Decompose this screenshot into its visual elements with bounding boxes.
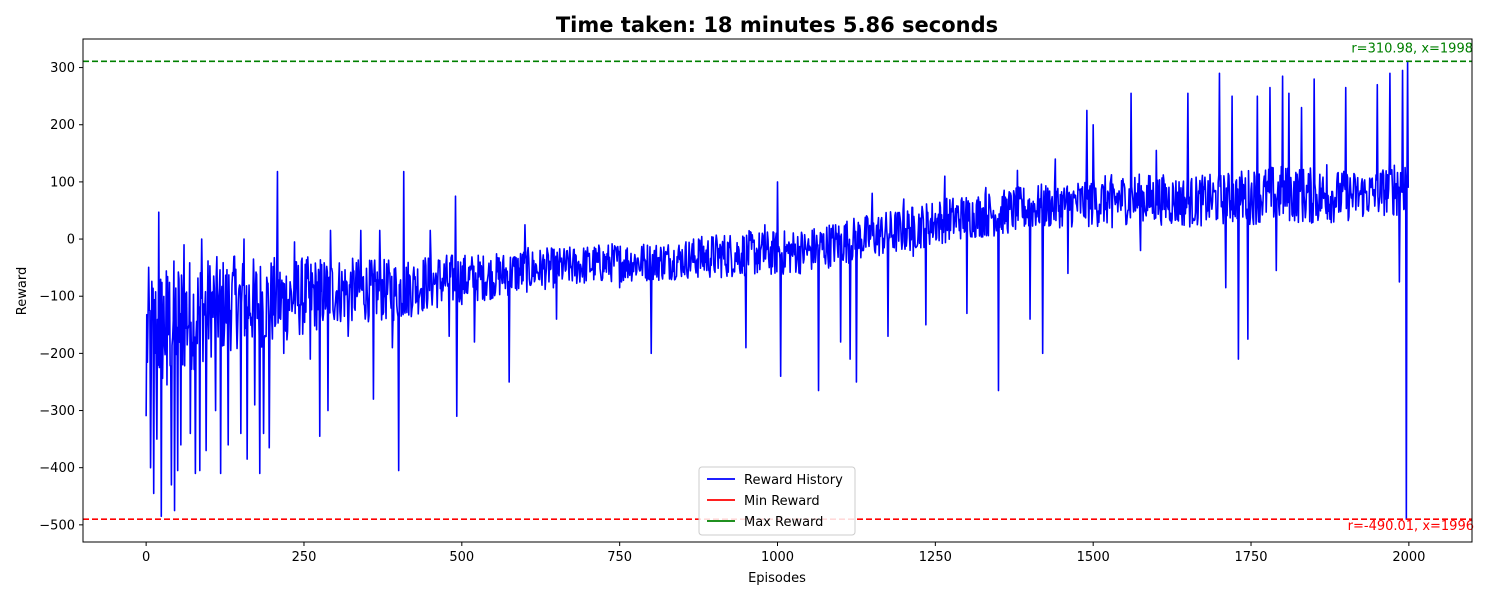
y-tick-label: 300 bbox=[50, 61, 75, 76]
chart-title: Time taken: 18 minutes 5.86 seconds bbox=[556, 13, 998, 37]
legend-box bbox=[698, 466, 856, 536]
y-tick-label: 200 bbox=[50, 118, 75, 133]
x-axis-ticks: 0 250 500 750 1000 1250 1500 1750 2000 bbox=[142, 542, 1425, 565]
y-tick-label: −200 bbox=[39, 347, 75, 362]
y-tick-label: −400 bbox=[39, 461, 75, 476]
legend-label-min-reward: Min Reward bbox=[744, 494, 820, 509]
plot-frame bbox=[82, 38, 1473, 543]
legend-label-reward-history: Reward History bbox=[744, 473, 843, 488]
y-tick-label: −100 bbox=[39, 290, 75, 305]
x-tick-label: 1250 bbox=[919, 550, 952, 565]
max-reward-annotation: r=310.98, x=1998 bbox=[1351, 41, 1473, 56]
x-tick-label: 500 bbox=[449, 550, 474, 565]
min-reward-annotation: r=-490.01, x=1996 bbox=[1348, 519, 1474, 534]
legend: Reward History Min Reward Max Reward bbox=[698, 466, 856, 536]
x-tick-label: 1000 bbox=[761, 550, 794, 565]
x-tick-label: 250 bbox=[292, 550, 317, 565]
legend-label-max-reward: Max Reward bbox=[744, 515, 823, 530]
x-tick-label: 0 bbox=[142, 550, 150, 565]
y-axis-label: Reward bbox=[15, 267, 30, 315]
reward-history-line bbox=[145, 60, 1410, 520]
y-tick-label: 100 bbox=[50, 175, 75, 190]
y-axis-ticks: −500 −400 −300 −200 −100 0 100 200 300 bbox=[39, 61, 83, 533]
x-tick-label: 1500 bbox=[1077, 550, 1110, 565]
x-tick-label: 1750 bbox=[1234, 550, 1267, 565]
x-tick-label: 750 bbox=[607, 550, 632, 565]
x-axis-label: Episodes bbox=[748, 571, 806, 586]
y-tick-label: 0 bbox=[67, 233, 75, 248]
y-tick-label: −500 bbox=[39, 518, 75, 533]
y-tick-label: −300 bbox=[39, 404, 75, 419]
x-tick-label: 2000 bbox=[1392, 550, 1425, 565]
